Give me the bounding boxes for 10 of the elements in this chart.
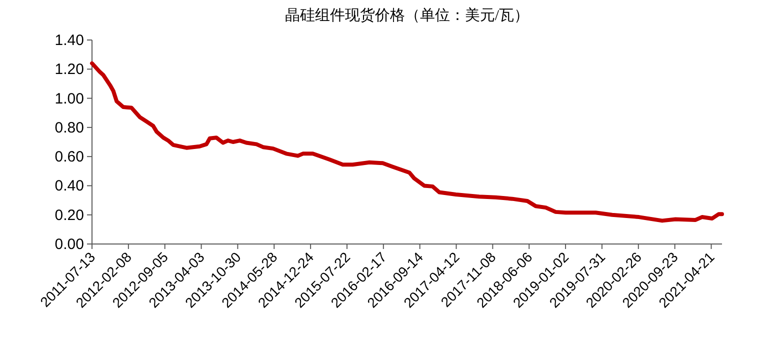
y-tick-label: 0.60: [54, 148, 84, 166]
y-tick-label: 1.00: [54, 90, 84, 108]
y-tick-label: 0.80: [54, 119, 84, 136]
y-tick-label: 1.40: [54, 32, 84, 49]
y-tick-label: 0.00: [54, 236, 84, 253]
y-tick-label: 0.40: [54, 178, 84, 195]
line-series: [90, 61, 724, 223]
y-tick-label: 1.20: [54, 61, 84, 78]
y-tick-label: 0.20: [54, 206, 84, 224]
chart-title: 晶硅组件现货价格（单位：美元/瓦）: [284, 7, 530, 24]
